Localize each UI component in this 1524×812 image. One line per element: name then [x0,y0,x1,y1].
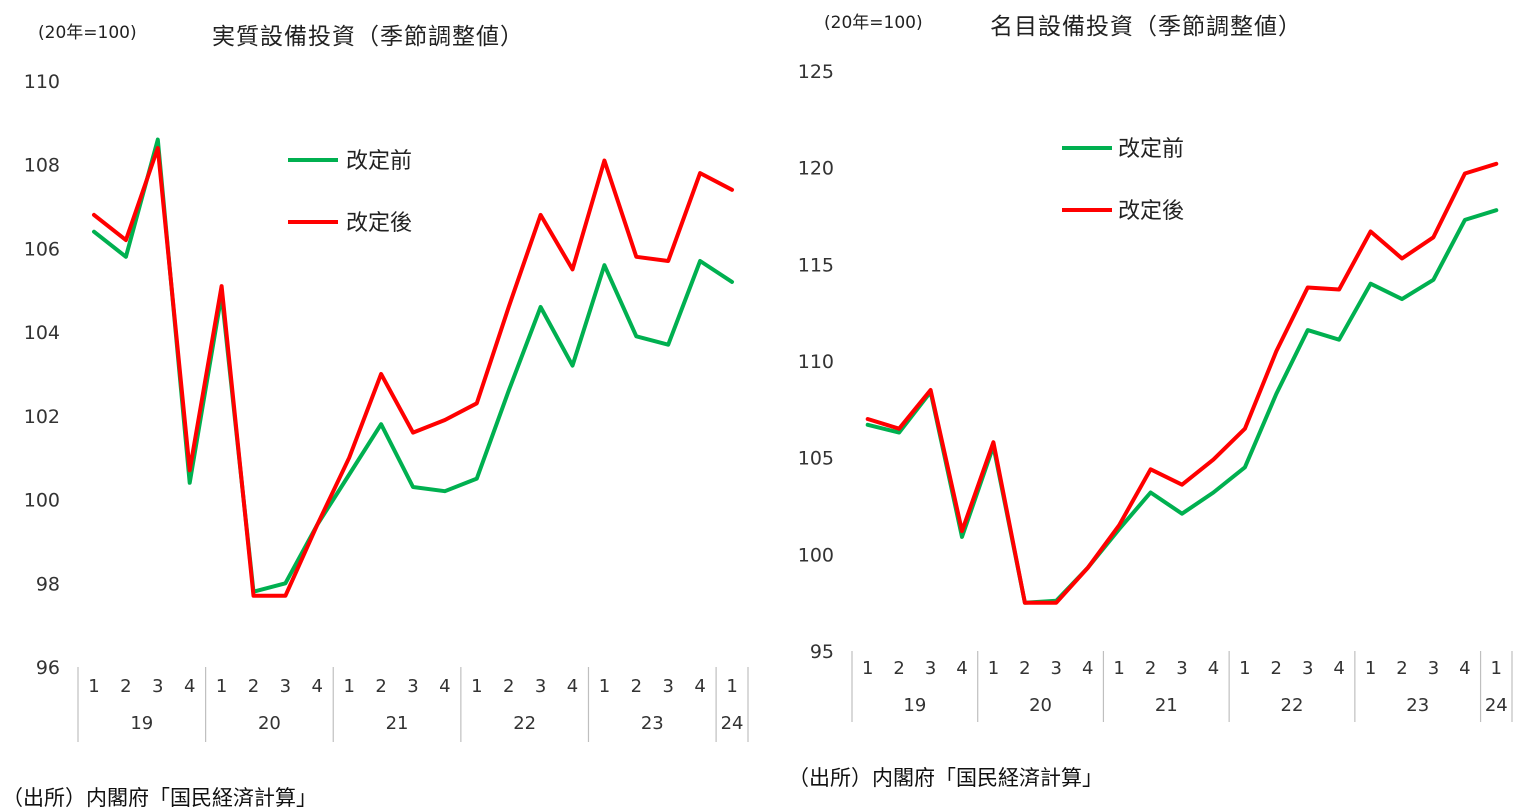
quarter-label: 2 [1019,658,1030,679]
quarter-label: 2 [1271,658,1282,679]
y-tick-label: 105 [798,448,834,470]
unit-note: (20年=100) [38,23,137,43]
chart-title: 実質設備投資（季節調整値） [212,24,524,50]
y-tick-label: 110 [24,71,60,93]
quarter-label: 3 [1302,658,1313,679]
year-label: 20 [258,713,281,734]
quarter-label: 4 [1459,658,1470,679]
quarter-label: 1 [1491,658,1502,679]
unit-note: (20年=100) [824,13,923,33]
y-tick-label: 98 [36,573,60,595]
quarter-label: 3 [1176,658,1187,679]
quarter-label: 4 [184,676,195,697]
quarter-label: 3 [152,676,163,697]
quarter-label: 1 [862,658,873,679]
y-tick-label: 95 [810,641,834,663]
quarter-label: 2 [248,676,259,697]
quarter-label: 4 [956,658,967,679]
legend-label: 改定後 [346,211,412,236]
quarter-label: 3 [1051,658,1062,679]
quarter-label: 1 [1113,658,1124,679]
quarter-label: 4 [694,676,705,697]
quarter-label: 4 [1333,658,1344,679]
year-label: 22 [1281,695,1304,716]
quarter-label: 3 [925,658,936,679]
quarter-label: 1 [599,676,610,697]
quarter-label: 2 [631,676,642,697]
series-line-before-revision [865,208,1499,605]
y-tick-label: 108 [24,155,60,177]
y-tick-label: 102 [24,406,60,428]
quarter-label: 4 [1082,658,1093,679]
quarter-label: 1 [1365,658,1376,679]
y-tick-label: 104 [24,322,60,344]
quarter-label: 1 [88,676,99,697]
legend-label: 改定後 [1118,199,1184,224]
quarter-label: 3 [1428,658,1439,679]
source-note-left: （出所）内閣府「国民経済計算」 [2,786,317,810]
real-capex-chart: (20年=100) 実質設備投資（季節調整値） 96 98 100 102 104 106 10… [24,23,749,742]
y-tick-label: 110 [798,351,834,373]
quarter-label: 2 [893,658,904,679]
quarter-label: 1 [726,676,737,697]
year-label: 23 [641,713,664,734]
year-label: 24 [721,713,744,734]
series-line-after-revision [865,161,1499,605]
year-label: 21 [386,713,409,734]
quarter-label: 3 [663,676,674,697]
source-note-right: （出所）内閣府「国民経済計算」 [788,766,1103,790]
y-tick-label: 100 [798,544,834,566]
quarter-label: 4 [439,676,450,697]
quarter-label: 3 [535,676,546,697]
year-label: 23 [1406,695,1429,716]
year-label: 22 [513,713,536,734]
quarter-label: 4 [567,676,578,697]
quarter-label: 1 [1239,658,1250,679]
quarter-label: 1 [471,676,482,697]
quarter-label: 4 [312,676,323,697]
quarter-label: 3 [407,676,418,697]
quarter-label: 4 [1208,658,1219,679]
y-tick-label: 100 [24,490,60,512]
quarter-label: 2 [375,676,386,697]
quarter-label: 2 [503,676,514,697]
chart-title: 名目設備投資（季節調整値） [990,14,1302,40]
quarter-label: 1 [988,658,999,679]
year-label: 19 [130,713,153,734]
series-line-after-revision [92,146,734,598]
y-tick-label: 115 [798,254,834,276]
legend-label: 改定前 [346,149,412,174]
quarter-label: 1 [216,676,227,697]
year-label: 19 [903,695,926,716]
year-label: 21 [1155,695,1178,716]
quarter-label: 2 [1145,658,1156,679]
y-tick-label: 96 [36,657,60,679]
y-tick-label: 120 [798,158,834,180]
quarter-label: 2 [120,676,131,697]
y-tick-label: 125 [798,61,834,83]
nominal-capex-chart: (20年=100) 名目設備投資（季節調整値）951001051101151201… [798,13,1513,722]
quarter-label: 3 [280,676,291,697]
legend-label: 改定前 [1118,137,1184,162]
quarter-label: 2 [1396,658,1407,679]
quarter-label: 1 [343,676,354,697]
series-line-before-revision [92,137,734,594]
year-label: 24 [1485,695,1508,716]
y-tick-label: 106 [24,238,60,260]
year-label: 20 [1029,695,1052,716]
